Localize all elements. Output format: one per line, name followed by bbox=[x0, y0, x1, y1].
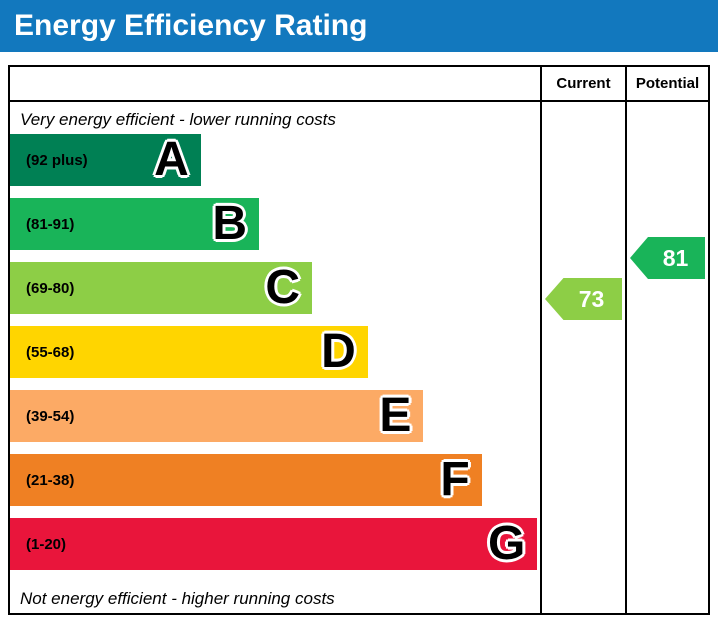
potential-rating-arrow: 81 bbox=[630, 237, 705, 279]
band-bar-c: (69-80) C bbox=[10, 261, 313, 314]
band-bar-a: (92 plus) A bbox=[10, 134, 201, 186]
band-range-label: (21-38) bbox=[26, 471, 75, 489]
header-spacer bbox=[10, 67, 540, 100]
band-bar-g: (1-20) G bbox=[10, 517, 538, 570]
band-bar-f: (21-38) F bbox=[10, 454, 482, 506]
top-note: Very energy efficient - lower running co… bbox=[20, 110, 336, 129]
band-range-label: (92 plus) bbox=[26, 151, 88, 169]
band-row-d: (55-68) D bbox=[10, 326, 540, 378]
band-range-label: (69-80) bbox=[26, 279, 75, 297]
chart-header-row: Current Potential bbox=[10, 67, 708, 102]
current-rating-value: 73 bbox=[578, 285, 605, 312]
page-title: Energy Efficiency Rating bbox=[14, 9, 368, 42]
band-letter: F bbox=[440, 453, 470, 506]
band-letter: D bbox=[321, 325, 356, 378]
bands-area: Very energy efficient - lower running co… bbox=[10, 102, 540, 613]
band-row-a: (92 plus) A bbox=[10, 134, 540, 186]
band-letter: E bbox=[379, 389, 412, 442]
band-bar-e: (39-54) E bbox=[10, 389, 424, 442]
band-range-label: (39-54) bbox=[26, 407, 75, 425]
band-row-b: (81-91) B bbox=[10, 198, 540, 250]
band-row-c: (69-80) C bbox=[10, 262, 540, 314]
title-bar: Energy Efficiency Rating bbox=[0, 0, 718, 52]
column-header-current: Current bbox=[540, 67, 625, 100]
current-rating-arrow: 73 bbox=[545, 278, 622, 320]
band-bar-b: (81-91) B bbox=[10, 197, 260, 250]
band-range-label: (55-68) bbox=[26, 343, 75, 361]
band-range-label: (81-91) bbox=[26, 215, 75, 233]
bottom-note: Not energy efficient - higher running co… bbox=[20, 589, 335, 608]
column-header-potential: Potential bbox=[625, 67, 708, 100]
current-column: 73 bbox=[540, 102, 625, 613]
potential-rating-value: 81 bbox=[662, 244, 689, 271]
band-row-g: (1-20) G bbox=[10, 518, 540, 570]
band-letter: G bbox=[488, 517, 526, 570]
band-letter: B bbox=[212, 197, 248, 250]
chart-body: Very energy efficient - lower running co… bbox=[10, 102, 708, 613]
rating-chart: Current Potential Very energy efficient … bbox=[8, 65, 710, 615]
band-row-e: (39-54) E bbox=[10, 390, 540, 442]
band-letter: A bbox=[154, 133, 189, 186]
potential-column: 81 bbox=[625, 102, 708, 613]
bands-list: (92 plus) A (81-91) B (69-80) C (55-68) D (39-54… bbox=[10, 134, 540, 582]
band-row-f: (21-38) F bbox=[10, 454, 540, 506]
band-bar-d: (55-68) D bbox=[10, 326, 368, 378]
band-range-label: (1-20) bbox=[26, 535, 67, 553]
band-letter: C bbox=[265, 261, 301, 314]
